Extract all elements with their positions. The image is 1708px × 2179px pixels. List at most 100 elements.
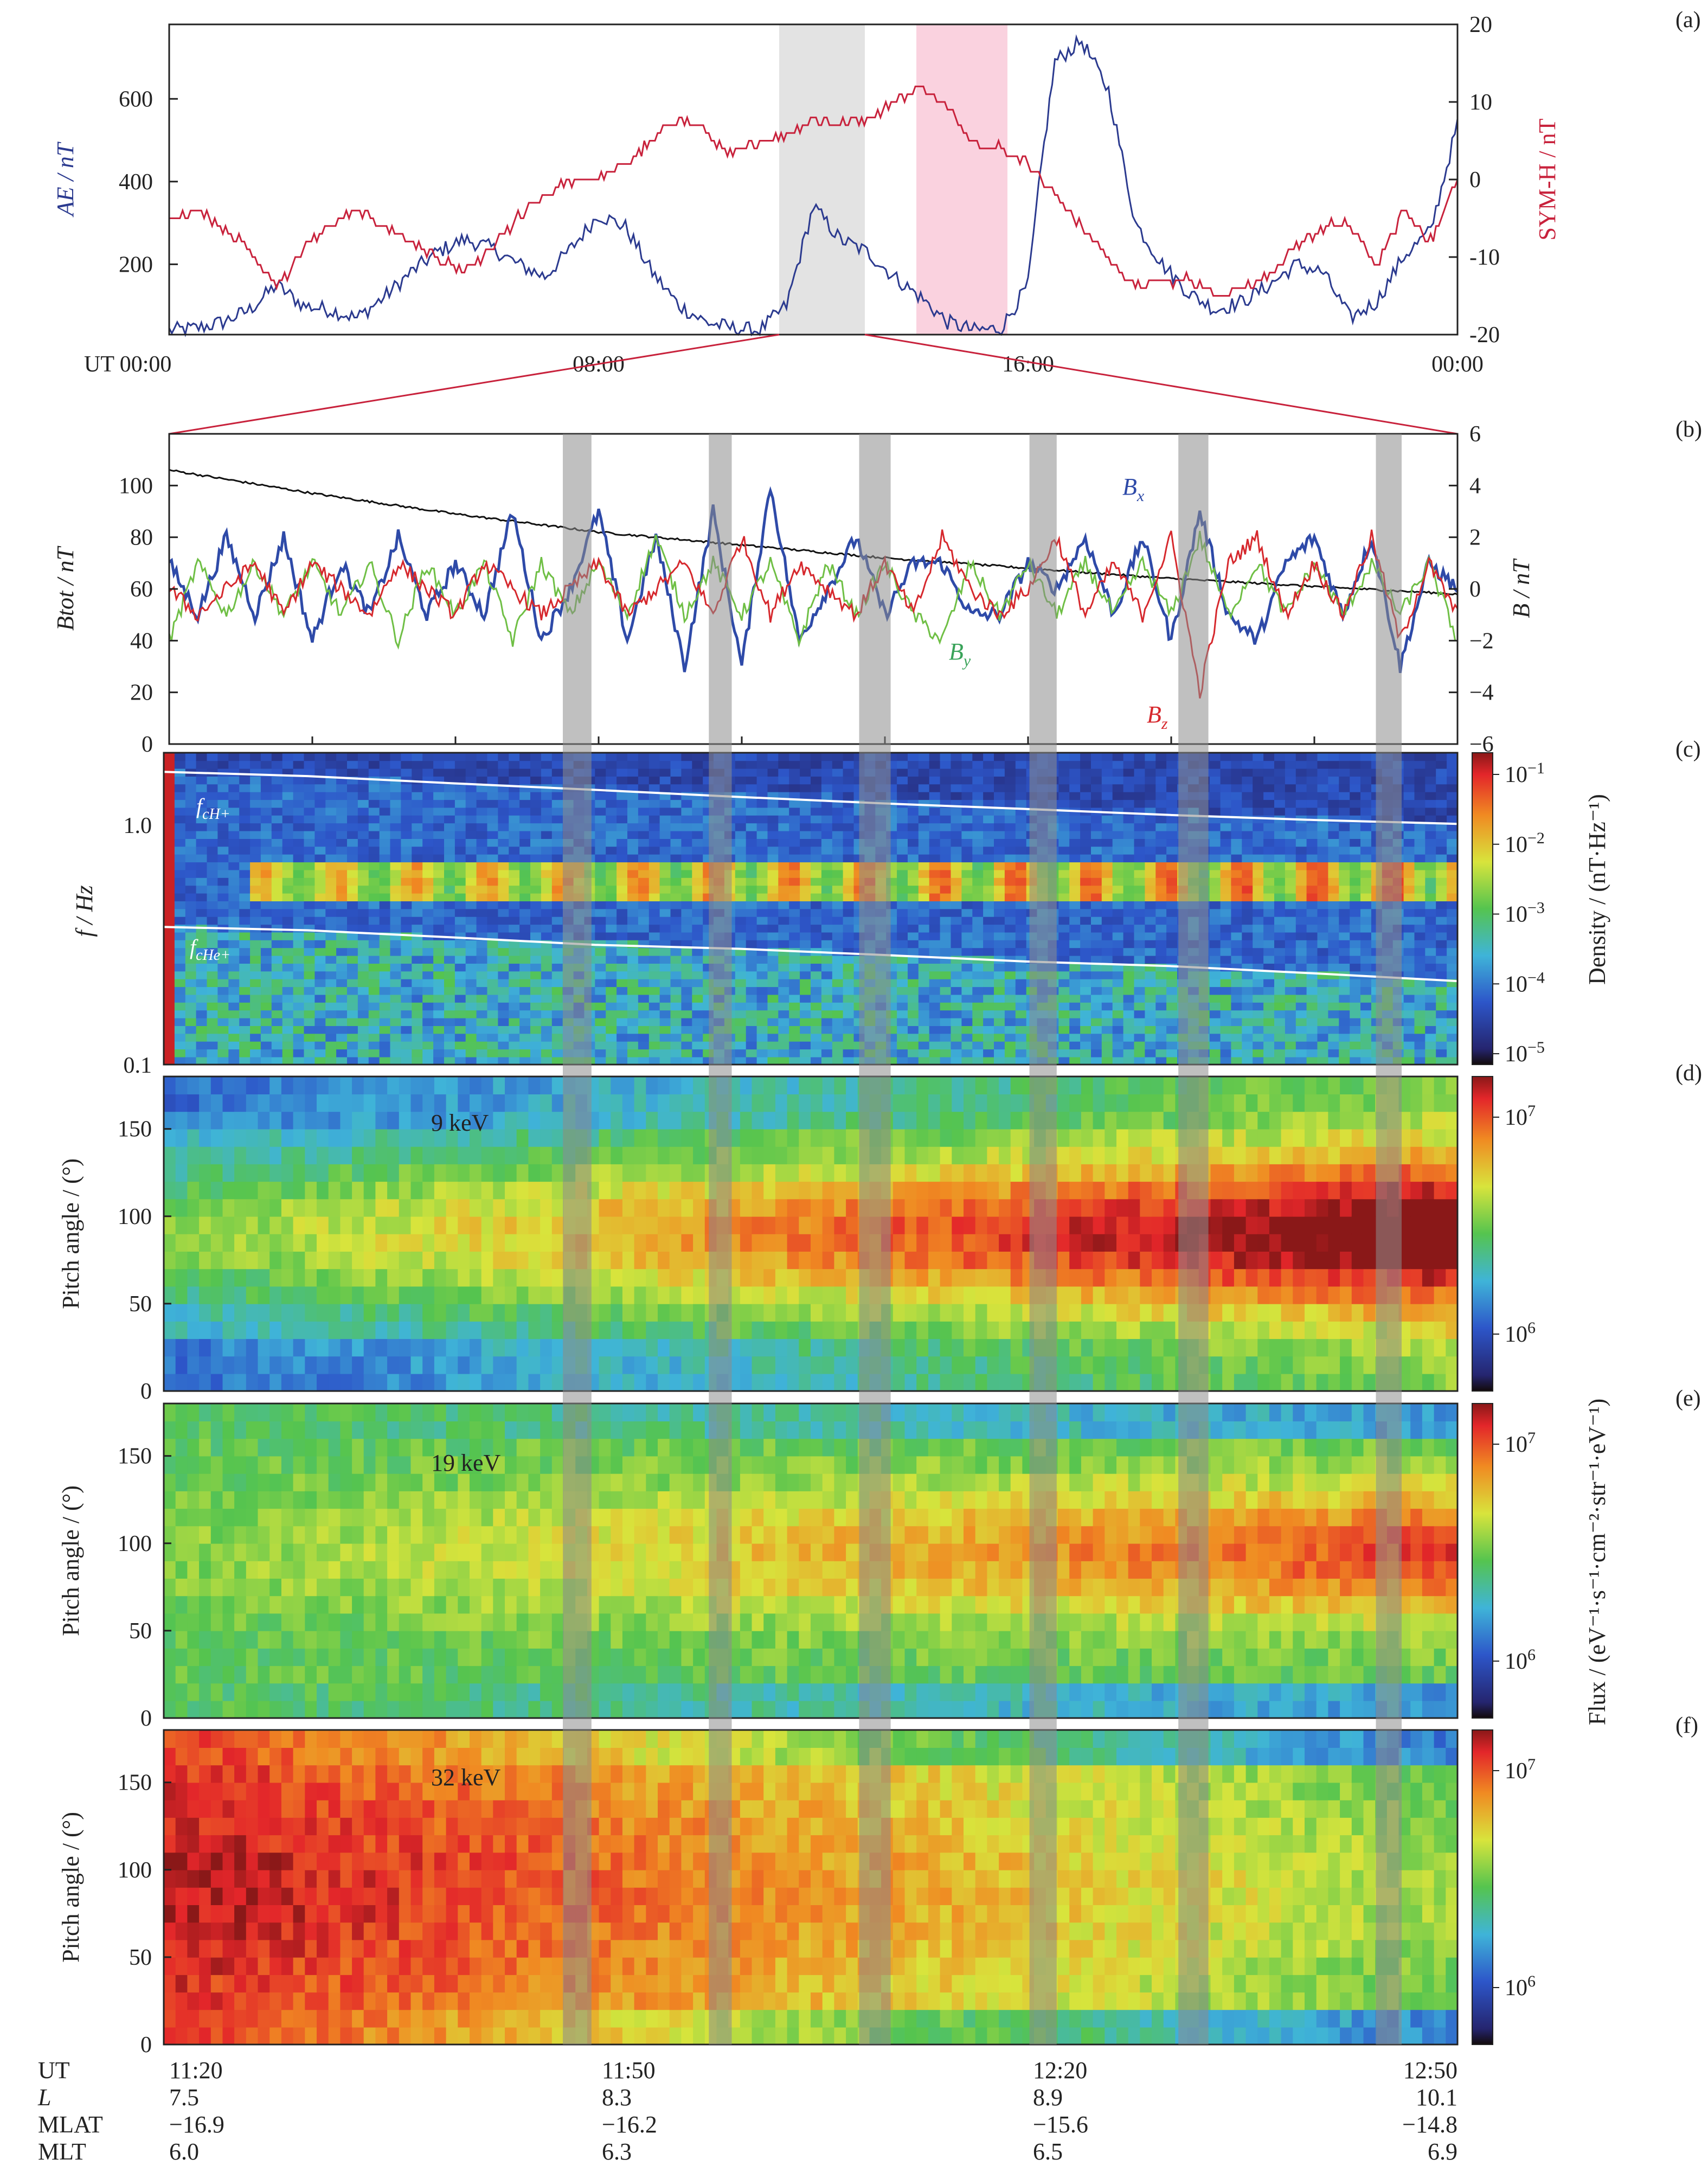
spectrogram-cell (304, 791, 316, 800)
spectrogram-cell (347, 955, 358, 964)
spectrogram-cell (843, 753, 855, 761)
spectrogram-cell (444, 901, 455, 909)
spectrogram-cell (1080, 1002, 1091, 1011)
panel-c-ylabel: f / Hz (71, 885, 98, 937)
panel-d-heatmap (164, 1076, 1458, 1392)
density-colorbar-tick-0: 10−1 (1505, 759, 1545, 787)
spectrogram-cell (487, 994, 499, 1003)
spectrogram-cell (196, 885, 208, 894)
spectrogram-cell (670, 869, 682, 878)
spectrogram-cell (638, 838, 650, 847)
spectrogram-cell (1231, 893, 1243, 901)
spectrogram-cell (422, 869, 434, 878)
spectrogram-cell (1447, 815, 1458, 824)
spectrogram-cell (897, 1041, 908, 1050)
spectrogram-cell (1295, 908, 1307, 917)
spectrogram-cell (659, 885, 671, 894)
spectrogram-cell (357, 830, 369, 839)
spectrogram-cell (433, 1041, 445, 1050)
spectrogram-cell (304, 854, 316, 863)
spectrogram-cell (1285, 760, 1296, 769)
spectrogram-cell (1231, 940, 1243, 948)
spectrogram-cell (961, 1026, 973, 1034)
pitch-angle-cell (210, 1373, 223, 1392)
spectrogram-cell (433, 908, 445, 917)
spectrogram-cell (811, 1056, 822, 1065)
spectrogram-cell (1101, 908, 1113, 917)
spectrogram-cell (1123, 815, 1135, 824)
spectrogram-cell (1447, 1026, 1458, 1034)
spectrogram-cell (746, 924, 757, 933)
spectrogram-cell (1425, 1041, 1436, 1050)
panel-b-ytick-left-3: 60 (130, 577, 153, 602)
spectrogram-cell (681, 986, 693, 995)
spectrogram-cell (1069, 885, 1081, 894)
spectrogram-cell (336, 862, 348, 870)
spectrogram-cell (1274, 846, 1286, 855)
spectrogram-cell (756, 916, 768, 925)
spectrogram-cell (778, 1041, 789, 1050)
spectrogram-cell (530, 994, 542, 1003)
spectrogram-cell (282, 932, 294, 940)
spectrogram-cell (811, 854, 822, 863)
spectrogram-cell (972, 932, 984, 940)
spectrogram-cell (509, 971, 520, 979)
spectrogram-cell (465, 971, 477, 979)
spectrogram-cell (250, 1010, 261, 1018)
spectrogram-cell (1123, 994, 1135, 1003)
spectrogram-cell (617, 869, 628, 878)
spectrogram-cell (1101, 838, 1113, 847)
spectrogram-cell (1285, 799, 1296, 808)
spectrogram-cell (541, 986, 553, 995)
spectrogram-cell (498, 877, 510, 886)
spectrogram-cell (282, 862, 294, 870)
spectrogram-cell (961, 916, 973, 925)
spectrogram-cell (940, 908, 952, 917)
spectrogram-cell (1123, 869, 1135, 878)
spectrogram-cell (940, 791, 952, 800)
spectrogram-cell (1436, 846, 1447, 855)
spectrogram-cell (401, 1002, 413, 1011)
spectrogram-cell (282, 869, 294, 878)
spectrogram-cell (951, 753, 962, 761)
spectrogram-cell (357, 815, 369, 824)
spectrogram-cell (918, 791, 930, 800)
spectrogram-cell (756, 830, 768, 839)
spectrogram-cell (487, 1010, 499, 1018)
spectrogram-cell (1166, 947, 1178, 956)
spectrogram-cell (746, 846, 757, 855)
spectrogram-cell (325, 1017, 337, 1026)
spectrogram-cell (336, 932, 348, 940)
spectrogram-cell (1274, 753, 1286, 761)
spectrogram-cell (659, 908, 671, 917)
spectrogram-cell (530, 1010, 542, 1018)
spectrogram-cell (756, 854, 768, 863)
spectrogram-cell (498, 940, 510, 948)
spectrogram-cell (1091, 862, 1102, 870)
spectrogram-cell (304, 908, 316, 917)
spectrogram-cell (487, 947, 499, 956)
pitch-angle-cell (164, 1286, 176, 1304)
spectrogram-cell (1253, 807, 1264, 816)
spectrogram-cell (401, 1041, 413, 1050)
spectrogram-cell (767, 838, 779, 847)
spectrogram-cell (908, 908, 919, 917)
spectrogram-cell (961, 760, 973, 769)
spectrogram-cell (1425, 869, 1436, 878)
spectrogram-cell (1004, 815, 1016, 824)
spectrogram-cell (390, 994, 402, 1003)
spectrogram-cell (250, 854, 261, 863)
spectrogram-cell (961, 846, 973, 855)
spectrogram-cell (498, 830, 510, 839)
spectrogram-cell (659, 1002, 671, 1011)
spectrogram-cell (1220, 784, 1232, 792)
spectrogram-cell (390, 838, 402, 847)
spectrogram-cell (1209, 830, 1221, 839)
spectrogram-cell (617, 885, 628, 894)
spectrogram-cell (1360, 994, 1372, 1003)
spectrogram-cell (357, 1026, 369, 1034)
spectrogram-cell (347, 947, 358, 956)
spectrogram-cell (465, 776, 477, 785)
panel-b-label-bz: Bz (1147, 701, 1168, 733)
spectrogram-cell (1295, 1056, 1307, 1065)
